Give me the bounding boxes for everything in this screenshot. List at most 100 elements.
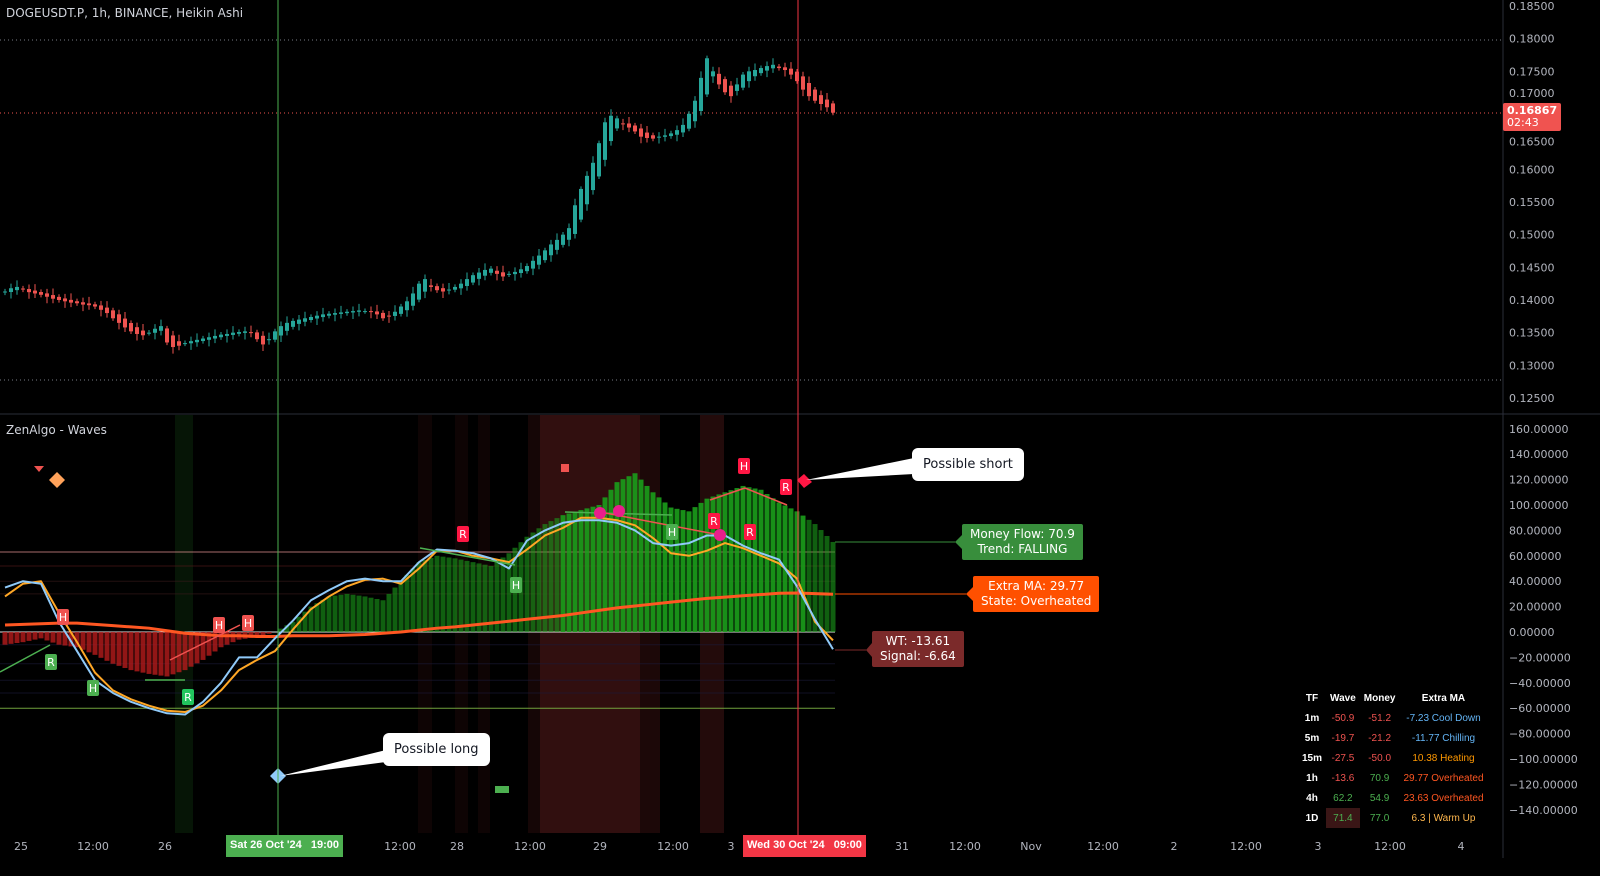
time-tick: 12:00	[1374, 840, 1406, 853]
candle-body	[393, 311, 397, 316]
time-tick: 29	[593, 840, 607, 853]
candle-body	[459, 283, 463, 289]
indicator-title[interactable]: ZenAlgo - Waves	[6, 423, 107, 437]
marker-h-label: H	[59, 611, 67, 624]
candle-body	[711, 71, 715, 77]
money-flow-bar	[740, 485, 746, 632]
money-flow-bar	[830, 541, 836, 632]
money-flow-bar	[638, 479, 644, 632]
candle-body	[189, 341, 193, 344]
dot-marker	[594, 507, 606, 519]
cell-wave: -19.7	[1331, 732, 1355, 744]
money-flow-bar	[146, 632, 152, 674]
osc-tick: −80.00000	[1509, 728, 1571, 741]
marker-h-badge	[738, 458, 750, 474]
candle-body	[3, 291, 7, 293]
money-flow-tag: Money Flow: 70.9 Trend: FALLING	[962, 524, 1083, 560]
marker-h-label: H	[244, 617, 252, 630]
money-flow-bar	[626, 476, 632, 632]
cell-extra-ma: -11.77 Chilling	[1411, 732, 1476, 744]
time-tick: 12:00	[514, 840, 546, 853]
money-flow-bar	[584, 508, 590, 632]
price-tick: 0.18000	[1509, 33, 1555, 46]
marker-r-label: R	[746, 526, 754, 539]
money-flow-bar	[674, 508, 680, 632]
money-flow-bar	[56, 632, 62, 645]
candle-body	[237, 332, 241, 334]
money-flow-bar	[644, 485, 650, 632]
header-wave: Wave	[1330, 692, 1356, 704]
candle-body	[567, 228, 571, 240]
money-flow-bar	[824, 535, 830, 632]
time-tick: 3	[727, 840, 735, 853]
candle-body	[483, 269, 487, 276]
candle-body	[375, 311, 379, 315]
table-row: 1D 71.4 77.0 6.3 | Warm Up	[1298, 808, 1488, 828]
marker-h-badge	[242, 615, 254, 631]
money-flow-bar	[488, 565, 494, 632]
candle-body	[213, 335, 217, 339]
candle-body	[321, 314, 325, 318]
square-marker	[561, 464, 569, 472]
time-tick: 12:00	[657, 840, 689, 853]
price-tick: 0.13000	[1509, 359, 1555, 372]
price-tick: 0.16500	[1509, 136, 1555, 149]
price-tick: 0.13500	[1509, 327, 1555, 340]
price-tick: 0.18500	[1509, 0, 1555, 13]
money-flow-bar	[662, 502, 668, 632]
candle-body	[303, 318, 307, 322]
state-label: State: Overheated	[981, 594, 1092, 608]
money-flow-bar	[404, 574, 410, 632]
cell-extra-ma: 29.77 Overheated	[1403, 772, 1484, 784]
candle-body	[129, 323, 133, 332]
cell-extra-ma: 10.38 Heating	[1412, 752, 1475, 764]
candle-body	[687, 113, 691, 129]
money-flow-bar	[758, 489, 764, 632]
osc-tick: 100.00000	[1509, 499, 1569, 512]
candle-body	[159, 326, 163, 331]
candle-body	[351, 311, 355, 313]
money-flow-bar	[800, 515, 806, 632]
money-flow-bar	[350, 594, 356, 632]
money-flow-bar	[716, 494, 722, 632]
candle-body	[795, 71, 799, 82]
candle-body	[615, 118, 619, 129]
money-flow-bar	[110, 632, 116, 664]
money-flow-bar	[446, 557, 452, 632]
money-flow-bar	[614, 482, 620, 632]
money-flow-bar	[50, 632, 56, 643]
candle-body	[801, 76, 805, 90]
money-flow-bar	[2, 632, 8, 645]
header-tf: TF	[1305, 692, 1319, 704]
osc-tick: −40.00000	[1509, 677, 1571, 690]
candle-body	[561, 234, 565, 245]
money-flow-bar	[32, 632, 38, 640]
money-flow-bar	[98, 632, 104, 658]
candle-body	[399, 306, 403, 314]
cell-extra-ma: -7.23 Cool Down	[1406, 712, 1481, 724]
time-tick: 28	[450, 840, 464, 853]
candle-body	[531, 260, 535, 269]
money-flow-bar	[542, 524, 548, 632]
marker-h-label: H	[512, 579, 520, 592]
money-flow-bar	[482, 564, 488, 632]
marker-r-badge	[708, 513, 720, 529]
money-flow-bar	[140, 632, 146, 673]
money-flow-bar	[524, 536, 530, 632]
candle-body	[165, 328, 169, 343]
candle-body	[315, 315, 319, 319]
oversold-zone	[175, 415, 193, 833]
candle-body	[405, 301, 409, 311]
money-flow-bar	[602, 497, 608, 632]
symbol-title[interactable]: DOGEUSDT.P, 1h, BINANCE, Heikin Ashi	[6, 6, 244, 20]
money-flow-bar	[212, 632, 218, 652]
money-flow-bar	[314, 603, 320, 632]
money-flow-bar	[734, 488, 740, 632]
candle-body	[453, 286, 457, 290]
candle-body	[501, 272, 505, 277]
osc-tick: 160.00000	[1509, 423, 1569, 436]
candle-body	[63, 298, 67, 302]
money-flow-bar	[164, 632, 170, 677]
cell-tf: 4h	[1306, 792, 1318, 804]
